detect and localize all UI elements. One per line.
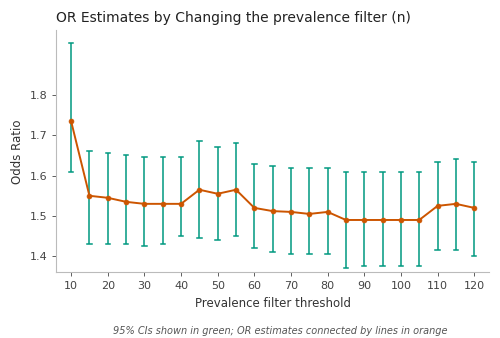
Y-axis label: Odds Ratio: Odds Ratio [11, 119, 24, 184]
Text: OR Estimates by Changing the prevalence filter (n): OR Estimates by Changing the prevalence … [56, 11, 412, 25]
X-axis label: Prevalence filter threshold: Prevalence filter threshold [194, 297, 350, 310]
Text: 95% CIs shown in green; OR estimates connected by lines in orange: 95% CIs shown in green; OR estimates con… [113, 326, 448, 336]
